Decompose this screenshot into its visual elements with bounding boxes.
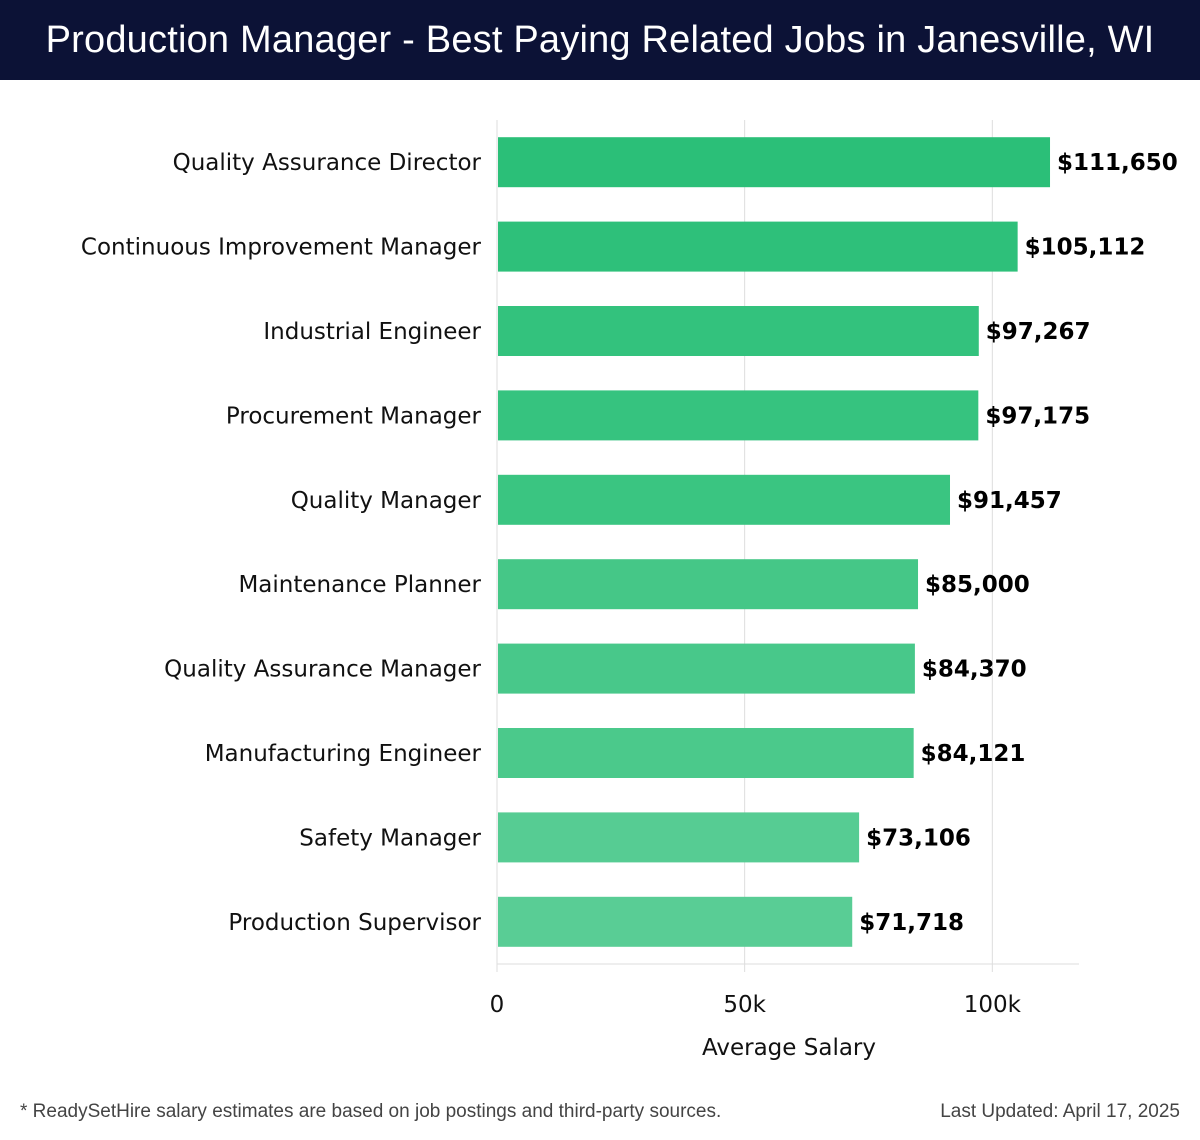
value-label: $111,650 — [1057, 150, 1178, 176]
bar — [498, 896, 853, 947]
footer-note: * ReadySetHire salary estimates are base… — [20, 1101, 722, 1122]
last-updated: Last Updated: April 17, 2025 — [940, 1101, 1180, 1122]
bar-layer — [498, 137, 1051, 947]
bar — [498, 559, 919, 610]
value-label: $91,457 — [957, 488, 1062, 514]
bar — [498, 474, 951, 525]
x-tick-label: 50k — [723, 992, 766, 1018]
value-label: $84,370 — [922, 657, 1027, 683]
value-label: $85,000 — [925, 572, 1030, 598]
chart-title: Production Manager - Best Paying Related… — [45, 18, 1155, 61]
category-label: Maintenance Planner — [238, 572, 481, 598]
category-label: Quality Manager — [291, 488, 482, 514]
axis-layer: 0 50k 100k — [490, 963, 1079, 1018]
bar — [498, 306, 979, 356]
value-label: $71,718 — [859, 910, 964, 936]
value-label: $84,121 — [921, 741, 1026, 767]
category-label: Production Supervisor — [228, 910, 481, 936]
value-label: $73,106 — [866, 825, 971, 851]
x-tick-label: 0 — [490, 992, 505, 1018]
value-label: $97,267 — [986, 319, 1091, 345]
value-label: $105,112 — [1025, 235, 1146, 261]
bar — [498, 812, 860, 863]
category-label: Manufacturing Engineer — [205, 741, 482, 767]
x-tick-label: 100k — [964, 992, 1022, 1018]
x-axis-title: Average Salary — [702, 1035, 876, 1061]
category-label: Procurement Manager — [226, 403, 482, 429]
bar — [498, 137, 1051, 188]
chart-header: Production Manager - Best Paying Related… — [0, 0, 1200, 80]
bar — [498, 390, 979, 441]
category-label: Safety Manager — [299, 825, 481, 851]
bar — [498, 728, 914, 778]
category-label: Quality Assurance Director — [173, 150, 482, 176]
bar — [498, 221, 1018, 272]
category-label: Continuous Improvement Manager — [81, 235, 482, 261]
value-label: $97,175 — [985, 403, 1090, 429]
bar-chart: Quality Assurance Director $111,650 Contin… — [81, 120, 1178, 1061]
bar — [498, 643, 915, 694]
category-label: Quality Assurance Manager — [164, 657, 481, 683]
category-label: Industrial Engineer — [263, 319, 481, 345]
label-layer: Quality Assurance Director $111,650 Contin… — [81, 150, 1178, 936]
